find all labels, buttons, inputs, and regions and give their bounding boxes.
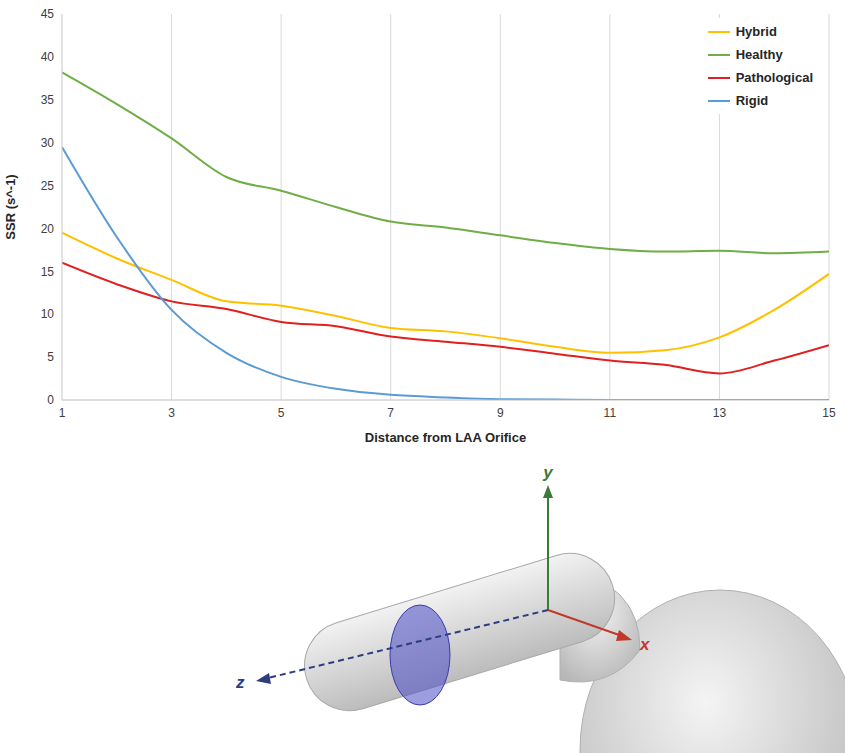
html-text:Pathological: Pathological: [735, 70, 813, 85]
svg-text:9: 9: [497, 406, 504, 420]
svg-text:SSR (s^-1): SSR (s^-1): [3, 174, 18, 239]
svg-text:45: 45: [41, 7, 55, 21]
svg-text:30: 30: [41, 136, 55, 150]
svg-text:3: 3: [168, 406, 175, 420]
svg-text:35: 35: [41, 93, 55, 107]
svg-text:15: 15: [822, 406, 836, 420]
html-text:Hybrid: Hybrid: [735, 24, 777, 39]
svg-text:5: 5: [278, 406, 285, 420]
svg-text:7: 7: [387, 406, 394, 420]
html-text:Rigid: Rigid: [735, 93, 769, 108]
svg-text:x: x: [639, 635, 651, 654]
svg-text:Distance from LAA Orifice: Distance from LAA Orifice: [365, 430, 526, 445]
svg-text:15: 15: [41, 265, 55, 279]
svg-text:y: y: [542, 463, 554, 482]
svg-text:25: 25: [41, 179, 55, 193]
svg-text:10: 10: [41, 307, 55, 321]
svg-text:5: 5: [47, 350, 54, 364]
svg-text:40: 40: [41, 50, 55, 64]
svg-text:20: 20: [41, 222, 55, 236]
svg-text:11: 11: [604, 406, 617, 420]
html-text:Healthy: Healthy: [735, 47, 783, 62]
svg-text:13: 13: [713, 406, 727, 420]
svg-text:z: z: [235, 673, 245, 692]
svg-text:1: 1: [59, 406, 66, 420]
svg-text:0: 0: [47, 393, 54, 407]
